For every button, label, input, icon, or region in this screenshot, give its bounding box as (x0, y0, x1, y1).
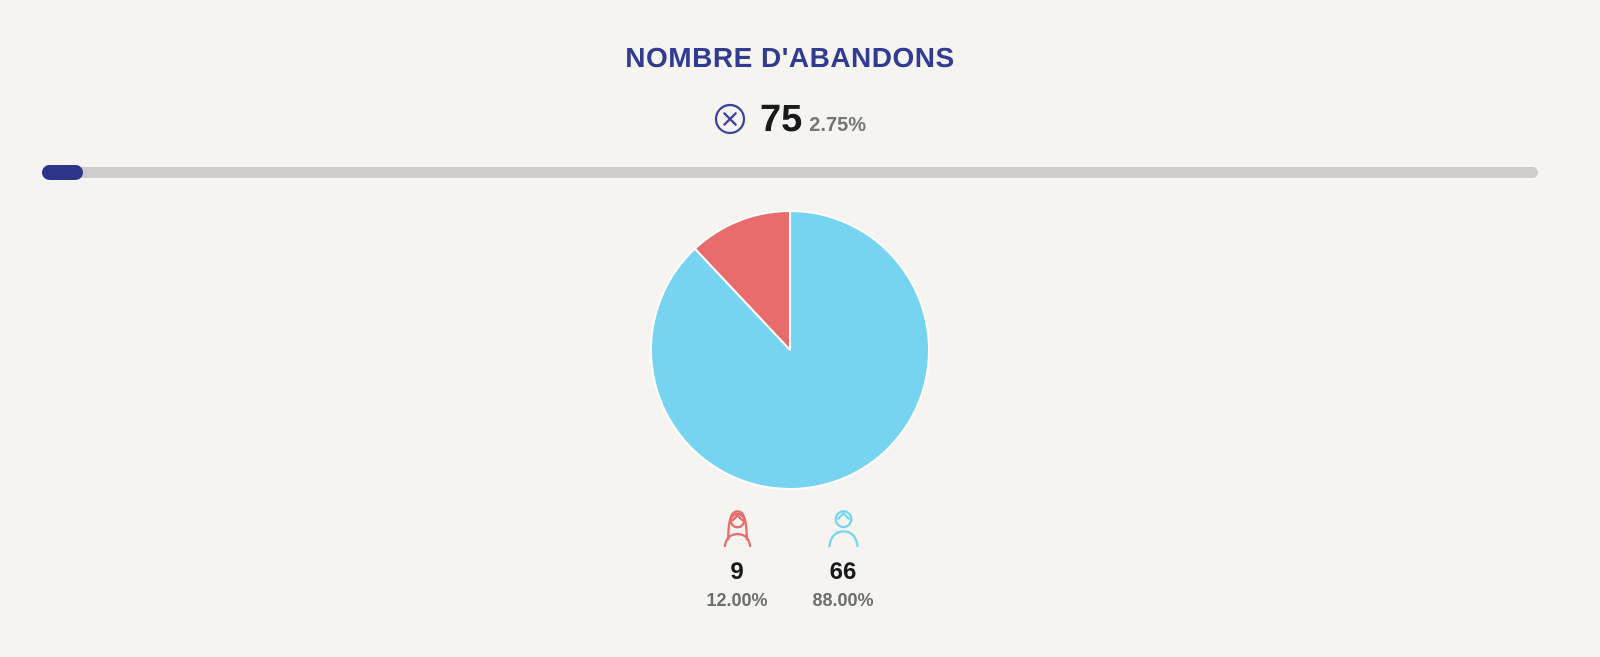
legend-item-female[interactable]: 9 12.00% (689, 506, 785, 610)
progress-bar-track (42, 165, 1538, 180)
kpi-value: 75 (760, 98, 803, 140)
pie-legend: 9 12.00% 66 88.00% (689, 506, 891, 610)
legend-percent-female: 12.00% (706, 590, 768, 611)
pie-chart-container (649, 209, 931, 491)
x-circle-icon (714, 103, 746, 135)
progress-bar-fill (42, 165, 84, 180)
male-person-icon (827, 510, 859, 547)
legend-item-male[interactable]: 66 88.00% (795, 506, 891, 610)
kpi-share-percent: 2.75% (809, 114, 866, 136)
legend-percent-male: 88.00% (812, 590, 874, 611)
pie-slice-male[interactable] (650, 210, 930, 490)
kpi-row: 75 2.75% (714, 100, 866, 138)
page-title: NOMBRE D'ABANDONS (625, 42, 955, 73)
pie-chart (650, 210, 930, 490)
female-person-icon (723, 510, 751, 547)
kpi-texts: 75 2.75% (760, 100, 866, 138)
legend-value-male: 66 (829, 558, 857, 585)
kpi-tile: NOMBRE D'ABANDONS 75 2.75% 9 12.00% (42, 0, 1538, 610)
legend-value-female: 9 (730, 558, 744, 585)
pie-slice-female[interactable] (693, 210, 791, 351)
